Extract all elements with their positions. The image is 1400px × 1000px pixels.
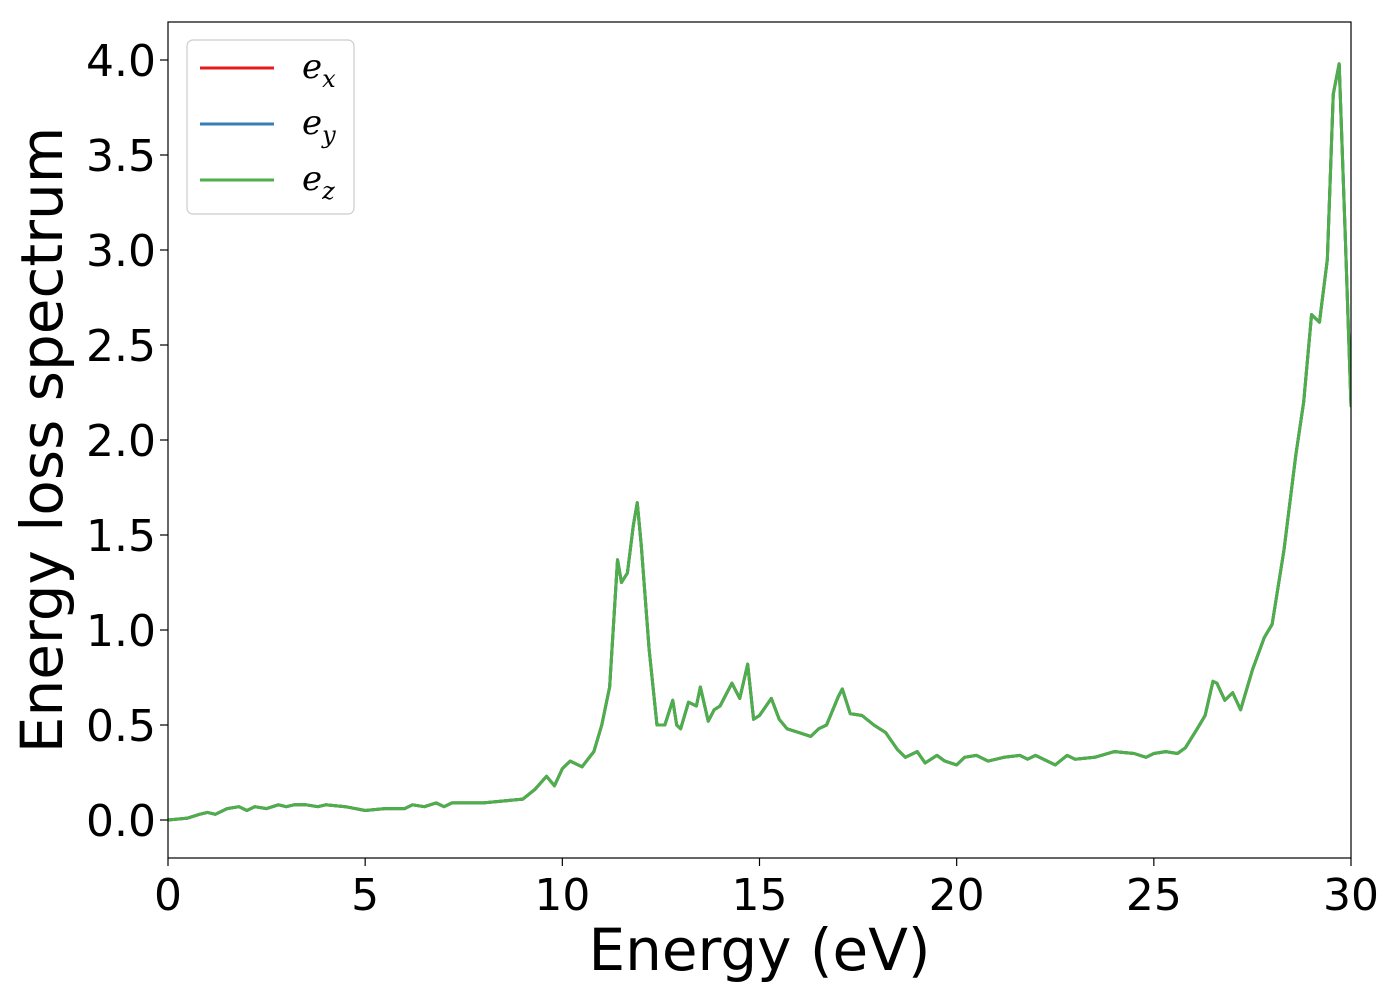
y-tick-label: 2.5: [86, 321, 156, 372]
legend-label-x: ex: [302, 47, 336, 93]
x-tick-label: 10: [534, 870, 590, 921]
y-tick-label: 3.0: [86, 226, 156, 277]
y-axis-label: Energy loss spectrum: [8, 127, 76, 753]
series-layer: [168, 62, 1351, 822]
y-tick-label: 1.0: [86, 606, 156, 657]
x-tick-label: 0: [154, 870, 182, 921]
y-tick-label: 0.0: [86, 796, 156, 847]
legend-label-y: ey: [302, 103, 336, 149]
y-tick-label: 3.5: [86, 131, 156, 182]
y-axis-ticks: 0.0 0.5 1.0 1.5 2.0 2.5 3.0 3.5 4.0: [86, 36, 168, 847]
legend: ex ey ez: [186, 39, 355, 215]
x-tick-label: 25: [1126, 870, 1182, 921]
legend-box: [186, 39, 355, 215]
x-tick-label: 20: [929, 870, 985, 921]
y-tick-label: 1.5: [86, 511, 156, 562]
x-axis-ticks: 0 5 10 15 20 25 30: [154, 858, 1379, 921]
legend-label-z: ez: [302, 159, 335, 205]
x-axis-label: Energy (eV): [588, 916, 930, 984]
series-line-z: [168, 62, 1351, 822]
y-tick-label: 2.0: [86, 416, 156, 467]
y-tick-label: 4.0: [86, 36, 156, 87]
x-tick-label: 15: [732, 870, 788, 921]
x-tick-label: 30: [1323, 870, 1379, 921]
y-tick-label: 0.5: [86, 701, 156, 752]
x-tick-label: 5: [351, 870, 379, 921]
